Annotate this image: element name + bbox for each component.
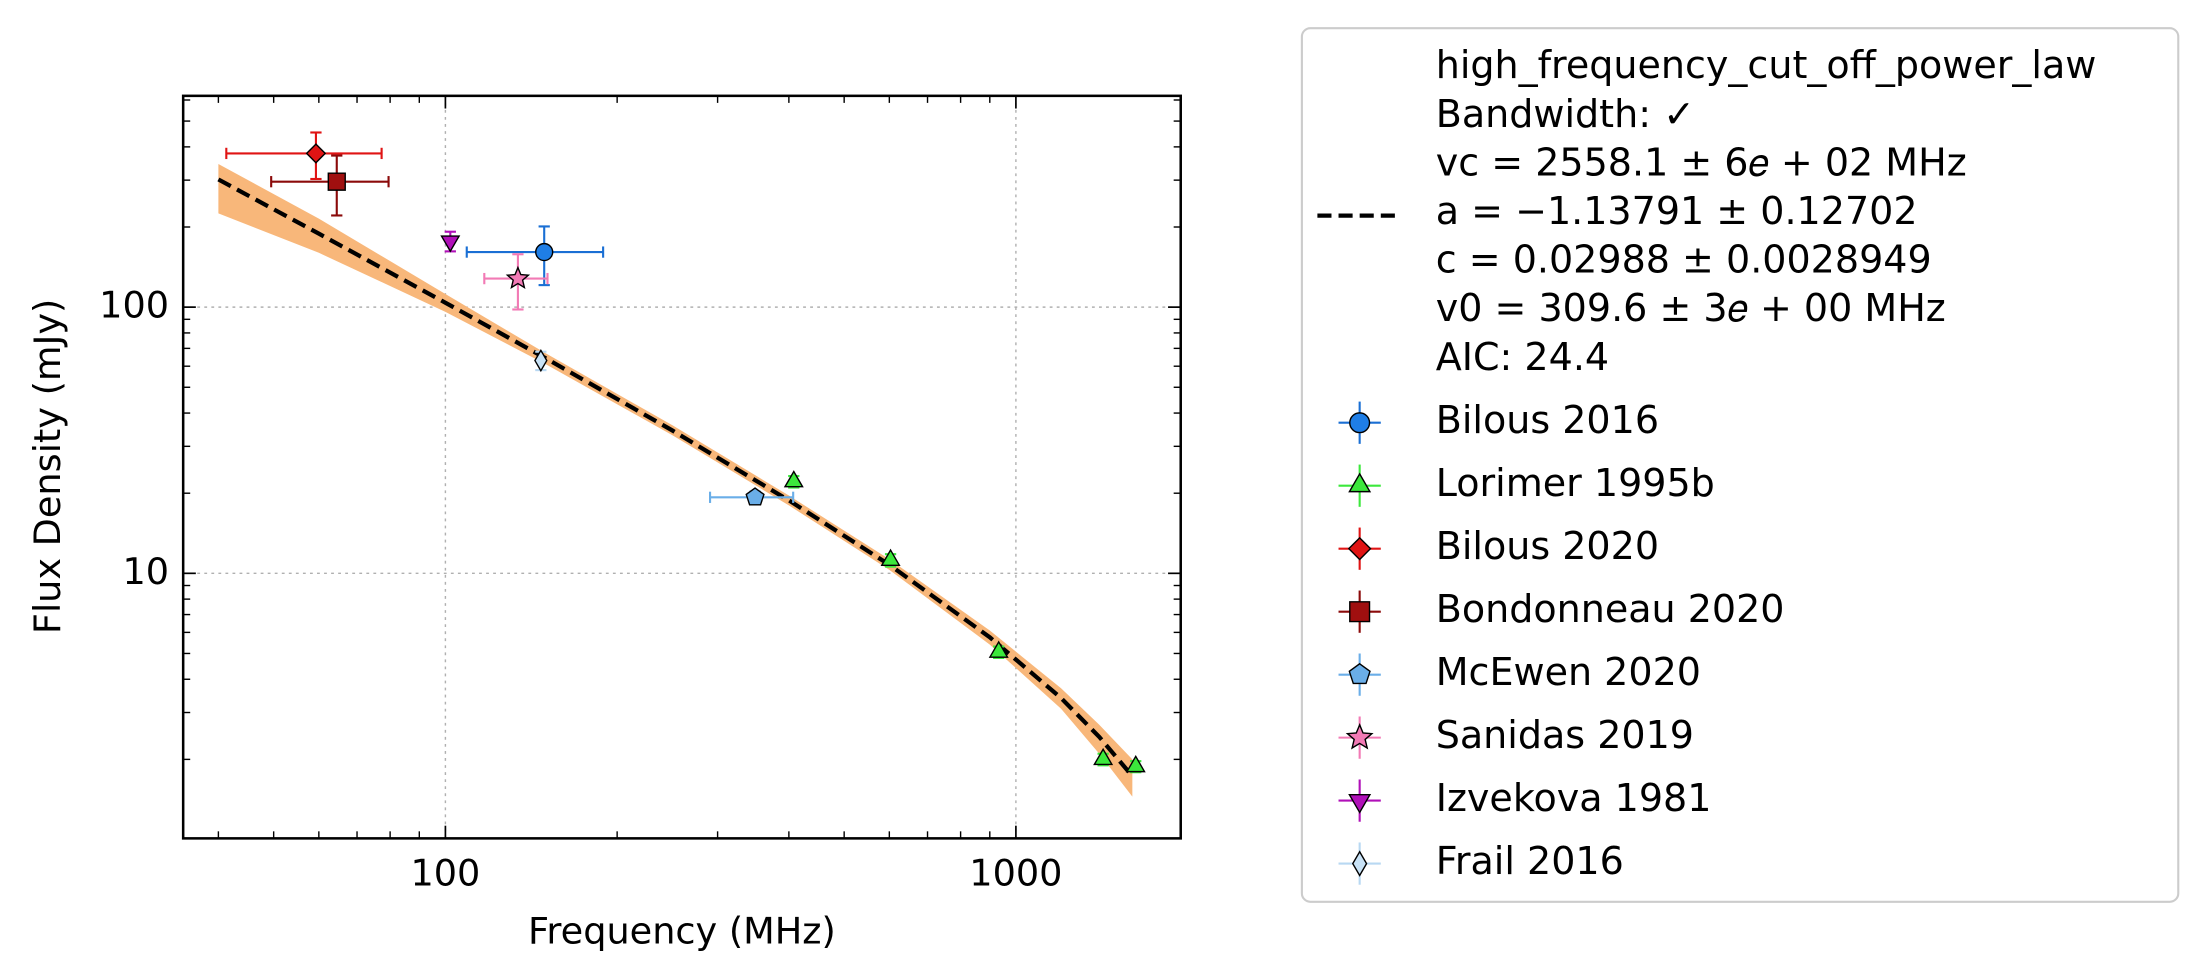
legend-label: a = −1.13791 ± 0.12702 bbox=[1436, 189, 1918, 233]
x-axis-label: Frequency (MHz) bbox=[528, 909, 836, 952]
legend-marker bbox=[1345, 722, 1374, 750]
data-point bbox=[745, 487, 765, 506]
legend-label: Bilous 2020 bbox=[1436, 524, 1659, 568]
data-point bbox=[305, 143, 327, 164]
data-point bbox=[327, 172, 346, 191]
fit-band bbox=[218, 163, 1133, 797]
legend-box bbox=[1300, 27, 2180, 903]
plot-frame bbox=[181, 94, 1182, 840]
data-point bbox=[783, 470, 804, 488]
legend-label: high_frequency_cut_off_power_law bbox=[1436, 43, 2097, 87]
data-point bbox=[880, 548, 901, 567]
data-point bbox=[535, 243, 554, 262]
legend-label: Frail 2016 bbox=[1436, 839, 1624, 883]
legend-label: AIC: 24.4 bbox=[1436, 335, 1609, 379]
legend-label: Sanidas 2019 bbox=[1436, 713, 1694, 757]
y-tick-label: 100 bbox=[99, 284, 169, 327]
data-point bbox=[988, 640, 1009, 658]
legend-label: Lorimer 1995b bbox=[1436, 461, 1715, 505]
legend-label: c = 0.02988 ± 0.0028949 bbox=[1436, 238, 1932, 282]
data-point bbox=[1093, 747, 1114, 766]
legend-marker bbox=[1347, 536, 1372, 561]
legend-label: vc = 2558.1 ± 6𝑒 + 02 MHz bbox=[1436, 140, 1967, 184]
data-point bbox=[1125, 754, 1146, 773]
legend-marker bbox=[1351, 850, 1368, 877]
data-point bbox=[534, 349, 548, 373]
legend-label: Izvekova 1981 bbox=[1436, 776, 1712, 820]
data-point bbox=[440, 235, 461, 253]
legend-marker bbox=[1349, 601, 1371, 623]
legend-label: Bilous 2016 bbox=[1436, 398, 1659, 442]
legend-label: Bandwidth: ✓ bbox=[1436, 92, 1695, 136]
legend-label: v0 = 309.6 ± 3𝑒 + 00 MHz bbox=[1436, 286, 1946, 330]
error-bar bbox=[465, 246, 605, 258]
x-tick-label: 100 bbox=[410, 852, 480, 895]
legend-label: Bondonneau 2020 bbox=[1436, 587, 1785, 631]
y-tick-label: 10 bbox=[122, 550, 169, 593]
legend-label: McEwen 2020 bbox=[1436, 650, 1701, 694]
legend-marker bbox=[1348, 472, 1372, 493]
legend-marker bbox=[1348, 662, 1371, 685]
legend-marker bbox=[1348, 793, 1372, 814]
error-bar bbox=[225, 147, 383, 160]
legend-marker bbox=[1349, 412, 1371, 434]
y-axis-label: Flux Density (mJy) bbox=[26, 299, 69, 634]
data-point bbox=[505, 265, 531, 289]
x-tick-label: 1000 bbox=[969, 852, 1062, 895]
